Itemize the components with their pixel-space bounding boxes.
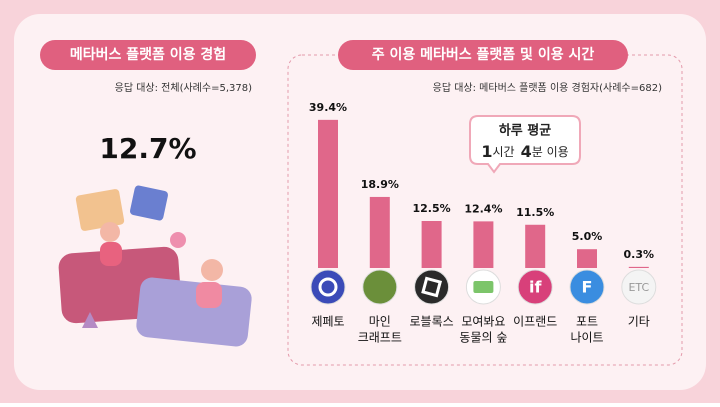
category-label: 포트 [576,315,598,329]
chart-title-pill [338,40,628,70]
value-label: 0.3% [624,248,655,261]
icon-tiles [473,281,494,293]
icon-circle [310,269,346,305]
illustration [58,185,252,347]
hours-unit: 시간 [492,145,514,159]
chart-title: 주 이용 메타버스 플랫폼 및 이용 시간 [372,46,595,63]
minutes: 4 [521,142,532,161]
left-respondents: 응답 대상: 전체(사례수=5,378) [115,82,252,94]
icon-label: if [529,278,542,297]
bubble-title: 하루 평균 [499,123,551,139]
category-label: 기타 [628,315,650,329]
category-label: 이프랜드 [513,315,557,329]
icon-label: F [582,278,593,297]
bar [473,221,494,268]
icon-ring [318,277,338,297]
rate: 12.7% [99,132,196,165]
bar [577,249,597,268]
category-label: 동물의 숲 [459,331,507,345]
icon-circle [414,269,450,305]
bar [525,224,546,268]
left-title: 메타버스 플랫폼 이용 경험 [70,46,226,63]
bar [318,119,338,268]
icon-circle [569,269,605,305]
platform-icon: if [517,269,553,305]
platform-icon [310,269,346,305]
value-label: 5.0% [572,230,603,243]
value-label: 12.4% [464,202,502,215]
category-label: 마인 [369,315,391,329]
platform-icon [362,269,398,305]
value-label: 12.5% [413,202,451,215]
value-label: 39.4% [309,101,347,114]
platform-icon [465,269,501,305]
platform-icon [414,269,450,305]
icon-square [421,276,443,298]
icon-circle [621,269,657,305]
left-title-pill [40,40,256,70]
bar [369,196,390,268]
icon-label: ETC [628,281,649,294]
bar [628,266,649,268]
category-label: 모여봐요 [461,315,505,329]
category-label: 제페토 [311,315,344,329]
hours: 1 [481,142,492,161]
value-label: 18.9% [361,178,399,191]
category-label: 크래프트 [358,331,402,345]
icon-circle [362,269,398,305]
daily-average-bubble: 하루 평균 1시간 4분 이용 [469,115,581,174]
value-label: 11.5% [516,206,554,219]
chart-subtitle: 응답 대상: 메타버스 플랫폼 이용 경험자(사례수=682) [433,81,662,94]
category-label: 로블록스 [410,315,454,329]
platform-icon: F [569,269,605,305]
platform-icon: ETC [621,269,657,305]
icon-circle [517,269,553,305]
bubble-text: 1시간 4분 이용 [481,142,568,161]
bar [421,221,442,268]
category-label: 나이트 [570,331,603,345]
minutes-unit: 분 이용 [532,145,569,159]
